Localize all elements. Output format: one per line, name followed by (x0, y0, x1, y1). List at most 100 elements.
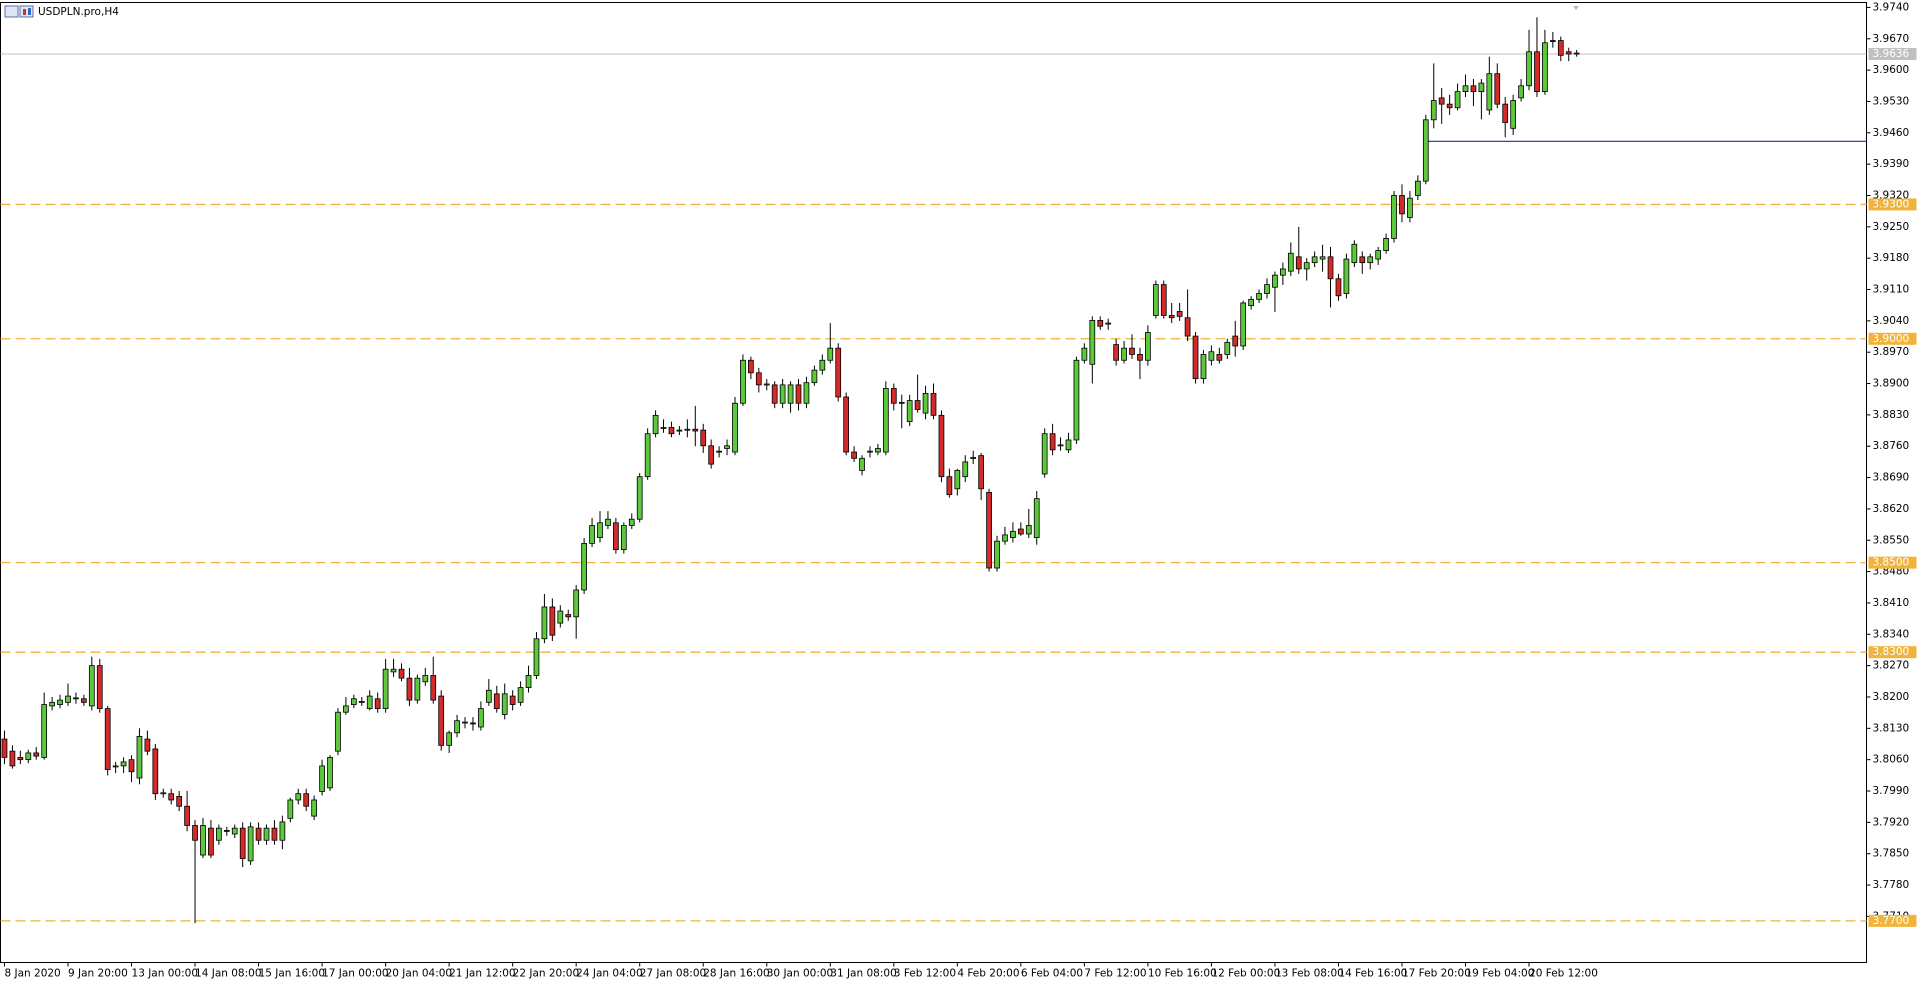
candle-body (478, 708, 484, 728)
y-tick-label: 3.7780 (1873, 879, 1910, 891)
symbol-icon (4, 5, 34, 18)
y-tick-label: 3.8340 (1873, 628, 1910, 640)
candle-body (676, 429, 683, 432)
candle-body (17, 757, 24, 761)
x-tick-label: 4 Feb 20:00 (957, 968, 1019, 980)
candle-body (1502, 103, 1509, 123)
candle-body (1526, 51, 1532, 87)
candle-body (1184, 317, 1191, 337)
candle-body (978, 455, 985, 490)
candle-body (1287, 252, 1294, 272)
candle-body (716, 450, 722, 453)
y-tick-label: 3.8690 (1873, 472, 1910, 484)
candle-body (890, 388, 897, 404)
candle-body (1446, 103, 1453, 109)
candle-body (1065, 439, 1072, 451)
candle-body (819, 359, 826, 371)
candle-body (581, 542, 587, 591)
candle-body (120, 761, 127, 767)
candle-body (295, 793, 302, 801)
candle-body (9, 750, 16, 767)
candle-body (57, 699, 63, 705)
candle-body (96, 665, 103, 710)
candle-body (1573, 52, 1580, 55)
x-tick-label: 6 Feb 04:00 (1021, 968, 1083, 980)
candle-body (485, 689, 492, 703)
candle-body (533, 638, 540, 676)
candle-body (763, 383, 770, 386)
candle-body (835, 347, 842, 398)
y-tick-label: 3.8200 (1873, 691, 1910, 703)
y-tick-label: 3.8060 (1873, 754, 1910, 766)
shift-marker (1573, 6, 1579, 10)
candle-body (779, 384, 786, 404)
candle-body (184, 805, 190, 826)
candle-body (343, 705, 349, 713)
candle-body (1208, 351, 1215, 361)
candle-body (1542, 42, 1548, 93)
candle-body (1565, 51, 1572, 55)
y-tick-label: 3.9040 (1873, 315, 1910, 327)
candle-body (41, 704, 48, 758)
candle-body (930, 392, 937, 416)
candle-body (938, 414, 945, 478)
candle-body (1327, 256, 1334, 280)
candle-body (454, 720, 460, 734)
candle-body (1534, 51, 1540, 93)
candle-body (613, 522, 619, 551)
y-tick-label: 3.8130 (1873, 722, 1910, 734)
candle-body (1240, 302, 1247, 347)
candle-body (1137, 354, 1143, 361)
candle-body (1073, 359, 1080, 441)
y-tick-label: 3.8410 (1873, 597, 1910, 609)
level-label-box (1868, 646, 1917, 659)
candle-body (303, 793, 310, 807)
candle-body (1510, 100, 1517, 129)
candle-body (136, 735, 143, 779)
candle-body (73, 697, 79, 700)
candle-body (740, 359, 746, 404)
candle-body (1049, 433, 1056, 451)
candle-body (1192, 335, 1199, 380)
candle-body (1470, 85, 1477, 93)
x-tick-label: 12 Feb 00:00 (1211, 968, 1280, 980)
x-tick-label: 14 Feb 16:00 (1338, 968, 1407, 980)
candle-body (335, 711, 341, 752)
candle-body (493, 693, 500, 710)
candle-body (1407, 197, 1413, 218)
candle-body (549, 606, 556, 636)
candle-body (1494, 73, 1501, 105)
candle-body (1375, 250, 1382, 260)
candle-body (811, 369, 818, 384)
candle-body (1359, 256, 1366, 264)
candle-body (350, 698, 357, 705)
candle-body (430, 675, 437, 701)
candle-body (748, 359, 754, 374)
candle-body (1176, 311, 1183, 317)
candle-body (208, 827, 214, 856)
x-tick-label: 30 Jan 00:00 (767, 968, 833, 980)
candle-body (1160, 284, 1167, 316)
candle-body (446, 732, 452, 746)
candle-body (49, 701, 55, 707)
candle-body (946, 476, 953, 495)
y-tick-label: 3.8760 (1873, 440, 1910, 452)
candle-body (112, 765, 119, 768)
candle-body (1200, 354, 1207, 380)
y-tick-label: 3.8830 (1873, 409, 1910, 421)
y-tick-label: 3.9110 (1873, 284, 1910, 296)
candle-body (1454, 91, 1461, 109)
candle-body (732, 402, 738, 453)
candle-body (652, 414, 659, 435)
candle-body (668, 427, 675, 435)
candle-body (1, 738, 8, 758)
candle-body (1121, 347, 1127, 361)
level-label: 3.8500 (1873, 557, 1910, 569)
candle-body (843, 396, 850, 453)
candle-body (708, 445, 715, 465)
candle-body (1089, 320, 1096, 365)
candle-body (803, 382, 810, 404)
candle-body (247, 826, 254, 862)
candle-body (1478, 82, 1485, 93)
candle-body (827, 347, 834, 361)
